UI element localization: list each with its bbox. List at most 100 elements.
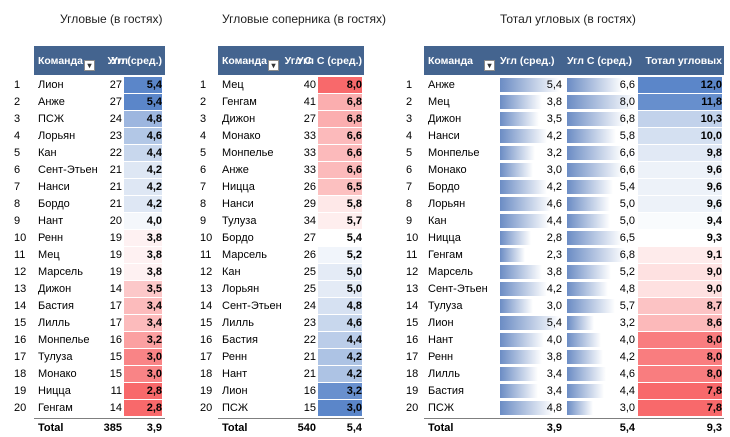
rank-cell: 9: [406, 215, 413, 227]
opp-corners-avg-cell-databar: [567, 350, 603, 364]
opp-corners-avg-cell-databar: [567, 367, 607, 381]
opp-corners-avg-cell-fill: [318, 281, 362, 297]
corners-avg-cell: 5,4: [546, 79, 562, 91]
opp-corners-avg-cell-fill: [318, 247, 362, 263]
opp-corners-cell: 22: [303, 334, 316, 346]
opp-corners-avg-cell: 6,8: [346, 96, 362, 108]
corners-avg-cell-fill: [124, 281, 162, 297]
corners-cell: 14: [109, 283, 122, 295]
table-row: 20 ПСЖ 4,8 3,0 7,8: [400, 400, 730, 417]
table-row: 6 Сент-Этьен 21 4,2: [0, 162, 200, 179]
rank-cell: 2: [200, 96, 207, 108]
corners-avg-cell-fill: [124, 162, 162, 178]
rank-cell: 16: [14, 334, 27, 346]
opp-corners-avg-cell-databar: [567, 78, 624, 92]
corners-cell: 21: [109, 181, 122, 193]
table-header: Команда ▾ Угл (сред.) Угл С (сред.) Тотал уг…: [424, 46, 724, 75]
opp-corners-avg-cell-fill: [318, 264, 362, 280]
rank-cell: 3: [200, 113, 207, 125]
total-corners-cell: 9,0: [706, 266, 722, 278]
corners-avg-cell: 3,4: [546, 385, 562, 397]
team-cell: Тулуза: [222, 215, 257, 227]
team-cell: Ницца: [38, 385, 71, 397]
rank-cell: 9: [200, 215, 207, 227]
team-cell: Марсель: [428, 266, 473, 278]
header-opp-corners: Угл С: [282, 46, 312, 75]
rank-cell: 1: [200, 79, 207, 91]
opp-corners-cell: 26: [303, 181, 316, 193]
table-row: 3 ПСЖ 24 4,8: [0, 111, 200, 128]
rank-cell: 15: [200, 317, 213, 329]
corners-avg-cell: 4,2: [546, 283, 562, 295]
opp-corners-avg-cell-databar: [567, 316, 595, 330]
rank-cell: 14: [406, 300, 419, 312]
corners-avg-cell-databar: [500, 197, 551, 211]
table-row: 16 Бастия 22 4,4: [200, 332, 400, 349]
corners-avg-cell-databar: [500, 350, 543, 364]
rank-cell: 6: [406, 164, 413, 176]
rank-cell: 1: [14, 79, 21, 91]
opp-corners-avg-cell: 4,6: [619, 368, 635, 380]
rank-cell: 11: [200, 249, 212, 261]
corners-avg-cell: 3,4: [146, 317, 162, 329]
opp-corners-avg-cell: 4,2: [346, 351, 362, 363]
table-row: 15 Лилль 17 3,4: [0, 315, 200, 332]
team-cell: Лорьян: [222, 283, 260, 295]
corners-avg-cell: 3,4: [546, 368, 562, 380]
team-cell: Нант: [222, 368, 248, 380]
team-cell: Нанси: [222, 198, 254, 210]
opp-corners-avg-cell: 4,4: [346, 334, 362, 346]
header-corners-avg: Угл (сред.): [500, 46, 566, 75]
corners-avg-cell: 3,5: [546, 113, 562, 125]
corners-cell: 14: [109, 402, 122, 414]
total-corners-cell: 7,8: [706, 402, 722, 414]
opp-corners-avg-cell: 6,8: [346, 113, 362, 125]
corners-cell: 17: [109, 300, 122, 312]
header-team-filter-button[interactable]: ▾: [484, 60, 495, 71]
opp-corners-avg-cell-databar: [567, 214, 610, 228]
rank-cell: 19: [406, 385, 419, 397]
corners-avg-cell-databar: [500, 180, 547, 194]
total-corners-cell: 9,4: [706, 215, 722, 227]
table-row: 1 Анже 5,4 6,6 12,0: [400, 77, 730, 94]
total-corners-cell-fill: [638, 128, 722, 144]
opp-corners-avg-cell: 4,2: [346, 368, 362, 380]
opp-corners-avg-cell-databar: [567, 231, 623, 245]
team-cell: Анже: [222, 164, 249, 176]
table-row: 2 Генгам 41 6,8: [200, 94, 400, 111]
corners-avg-cell: 3,0: [546, 164, 562, 176]
opp-corners-avg-cell-databar: [567, 384, 605, 398]
opp-corners-cell: 27: [303, 113, 316, 125]
rank-cell: 4: [200, 130, 207, 142]
opp-corners-cell: 24: [303, 300, 316, 312]
table-row: 14 Бастия 17 3,4: [0, 298, 200, 315]
corners-avg-cell-databar: [500, 282, 547, 296]
corners-cell: 19: [109, 266, 122, 278]
table-row: 7 Ницца 26 6,5: [200, 179, 400, 196]
corners-avg-cell: 5,4: [146, 79, 162, 91]
header-team-filter-button[interactable]: ▾: [268, 60, 279, 71]
header-team-filter-button[interactable]: ▾: [84, 60, 95, 71]
team-cell: Мец: [222, 79, 244, 91]
rank-cell: 17: [14, 351, 27, 363]
corners-avg-cell-fill: [124, 77, 162, 93]
corners-avg-cell-fill: [124, 145, 162, 161]
opp-corners-avg-cell: 5,8: [619, 130, 635, 142]
table-row: 20 ПСЖ 15 3,0: [200, 400, 400, 417]
opp-corners-avg-cell-fill: [318, 196, 362, 212]
total-row: Total 3,9 5,4 9,3: [400, 420, 730, 437]
opp-corners-avg-cell-databar: [567, 282, 608, 296]
rank-cell: 15: [14, 317, 27, 329]
rank-cell: 7: [200, 181, 207, 193]
team-cell: Кан: [222, 266, 241, 278]
opp-corners-avg-cell-databar: [567, 129, 617, 143]
opp-corners-avg-cell-fill: [318, 111, 362, 127]
table-row: 3 Дижон 3,5 6,8 10,3: [400, 111, 730, 128]
corners-cell: 15: [109, 368, 122, 380]
table-row: 16 Нант 4,0 4,0 8,0: [400, 332, 730, 349]
rank-cell: 7: [14, 181, 21, 193]
corners-avg-cell: 2,8: [146, 402, 162, 414]
table-row: 3 Дижон 27 6,8: [200, 111, 400, 128]
corners-avg-cell: 3,8: [546, 266, 562, 278]
total-corners-cell-fill: [638, 247, 722, 263]
